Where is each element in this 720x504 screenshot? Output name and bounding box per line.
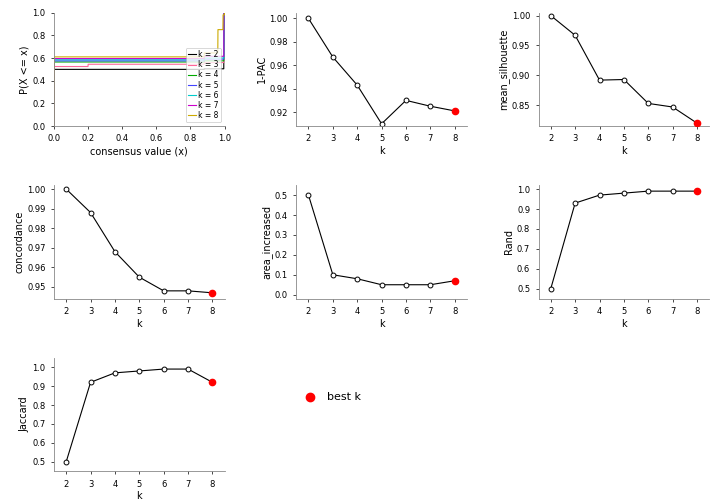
X-axis label: k: k bbox=[137, 491, 142, 501]
k = 7 bbox=[220, 10, 229, 16]
k = 3 bbox=[220, 10, 228, 16]
k = 5 bbox=[125, 58, 133, 64]
Y-axis label: P(X <= x): P(X <= x) bbox=[19, 45, 30, 94]
Y-axis label: area_increased: area_increased bbox=[261, 205, 272, 279]
k = 6 bbox=[125, 56, 133, 62]
Y-axis label: mean_silhouette: mean_silhouette bbox=[498, 29, 509, 110]
k = 2 bbox=[220, 10, 229, 16]
k = 8 bbox=[183, 54, 192, 60]
k = 2 bbox=[67, 67, 76, 73]
k = 5 bbox=[50, 123, 58, 129]
X-axis label: consensus value (x): consensus value (x) bbox=[91, 146, 188, 156]
k = 5 bbox=[220, 10, 229, 16]
k = 3 bbox=[220, 10, 229, 16]
k = 6 bbox=[220, 10, 228, 16]
k = 4 bbox=[67, 59, 76, 65]
k = 3 bbox=[67, 64, 76, 70]
k = 5 bbox=[186, 58, 194, 64]
Legend: k = 2, k = 3, k = 4, k = 5, k = 6, k = 7, k = 8: k = 2, k = 3, k = 4, k = 5, k = 6, k = 7… bbox=[186, 48, 221, 122]
k = 6 bbox=[119, 56, 127, 62]
k = 6 bbox=[220, 10, 229, 16]
k = 7 bbox=[183, 55, 192, 61]
Text: best k: best k bbox=[327, 393, 361, 403]
k = 2 bbox=[50, 123, 58, 129]
k = 3 bbox=[167, 61, 176, 67]
k = 2 bbox=[183, 67, 192, 73]
k = 7 bbox=[167, 55, 176, 61]
X-axis label: k: k bbox=[621, 319, 626, 329]
k = 4 bbox=[125, 59, 133, 65]
k = 7 bbox=[50, 123, 58, 129]
k = 7 bbox=[186, 55, 194, 61]
k = 5 bbox=[167, 58, 176, 64]
Y-axis label: Rand: Rand bbox=[504, 229, 514, 255]
Line: k = 2: k = 2 bbox=[54, 13, 225, 126]
Line: k = 4: k = 4 bbox=[54, 13, 225, 126]
k = 3 bbox=[125, 61, 133, 67]
k = 7 bbox=[220, 10, 228, 16]
Y-axis label: Jaccard: Jaccard bbox=[19, 397, 30, 432]
k = 4 bbox=[50, 123, 58, 129]
k = 6 bbox=[186, 56, 194, 62]
X-axis label: k: k bbox=[379, 319, 384, 329]
X-axis label: k: k bbox=[137, 319, 142, 329]
k = 2 bbox=[186, 67, 194, 73]
Y-axis label: 1-PAC: 1-PAC bbox=[256, 55, 266, 84]
k = 8 bbox=[167, 54, 176, 60]
k = 4 bbox=[119, 59, 127, 65]
k = 3 bbox=[186, 61, 194, 67]
k = 5 bbox=[220, 10, 228, 16]
X-axis label: k: k bbox=[621, 146, 626, 156]
Line: k = 6: k = 6 bbox=[54, 13, 225, 126]
X-axis label: k: k bbox=[379, 146, 384, 156]
k = 7 bbox=[125, 55, 133, 61]
Line: k = 3: k = 3 bbox=[54, 13, 225, 126]
Line: k = 7: k = 7 bbox=[54, 13, 225, 126]
k = 8 bbox=[67, 54, 76, 60]
k = 2 bbox=[119, 67, 127, 73]
k = 7 bbox=[67, 55, 76, 61]
k = 4 bbox=[167, 59, 176, 65]
k = 8 bbox=[125, 54, 133, 60]
Y-axis label: concordance: concordance bbox=[14, 211, 24, 273]
k = 6 bbox=[183, 56, 192, 62]
k = 8 bbox=[186, 54, 194, 60]
Line: k = 5: k = 5 bbox=[54, 13, 225, 126]
k = 5 bbox=[119, 58, 127, 64]
k = 4 bbox=[183, 59, 192, 65]
k = 3 bbox=[50, 123, 58, 129]
k = 8 bbox=[220, 10, 229, 16]
Line: k = 8: k = 8 bbox=[54, 13, 225, 126]
k = 4 bbox=[186, 59, 194, 65]
k = 5 bbox=[67, 58, 76, 64]
k = 2 bbox=[220, 10, 228, 16]
k = 3 bbox=[183, 61, 192, 67]
k = 6 bbox=[67, 56, 76, 62]
k = 8 bbox=[50, 123, 58, 129]
k = 8 bbox=[119, 54, 127, 60]
k = 2 bbox=[125, 67, 133, 73]
k = 5 bbox=[183, 58, 192, 64]
k = 3 bbox=[119, 61, 127, 67]
k = 2 bbox=[167, 67, 176, 73]
k = 7 bbox=[119, 55, 127, 61]
k = 6 bbox=[167, 56, 176, 62]
k = 6 bbox=[50, 123, 58, 129]
k = 4 bbox=[220, 10, 228, 16]
k = 4 bbox=[220, 10, 229, 16]
